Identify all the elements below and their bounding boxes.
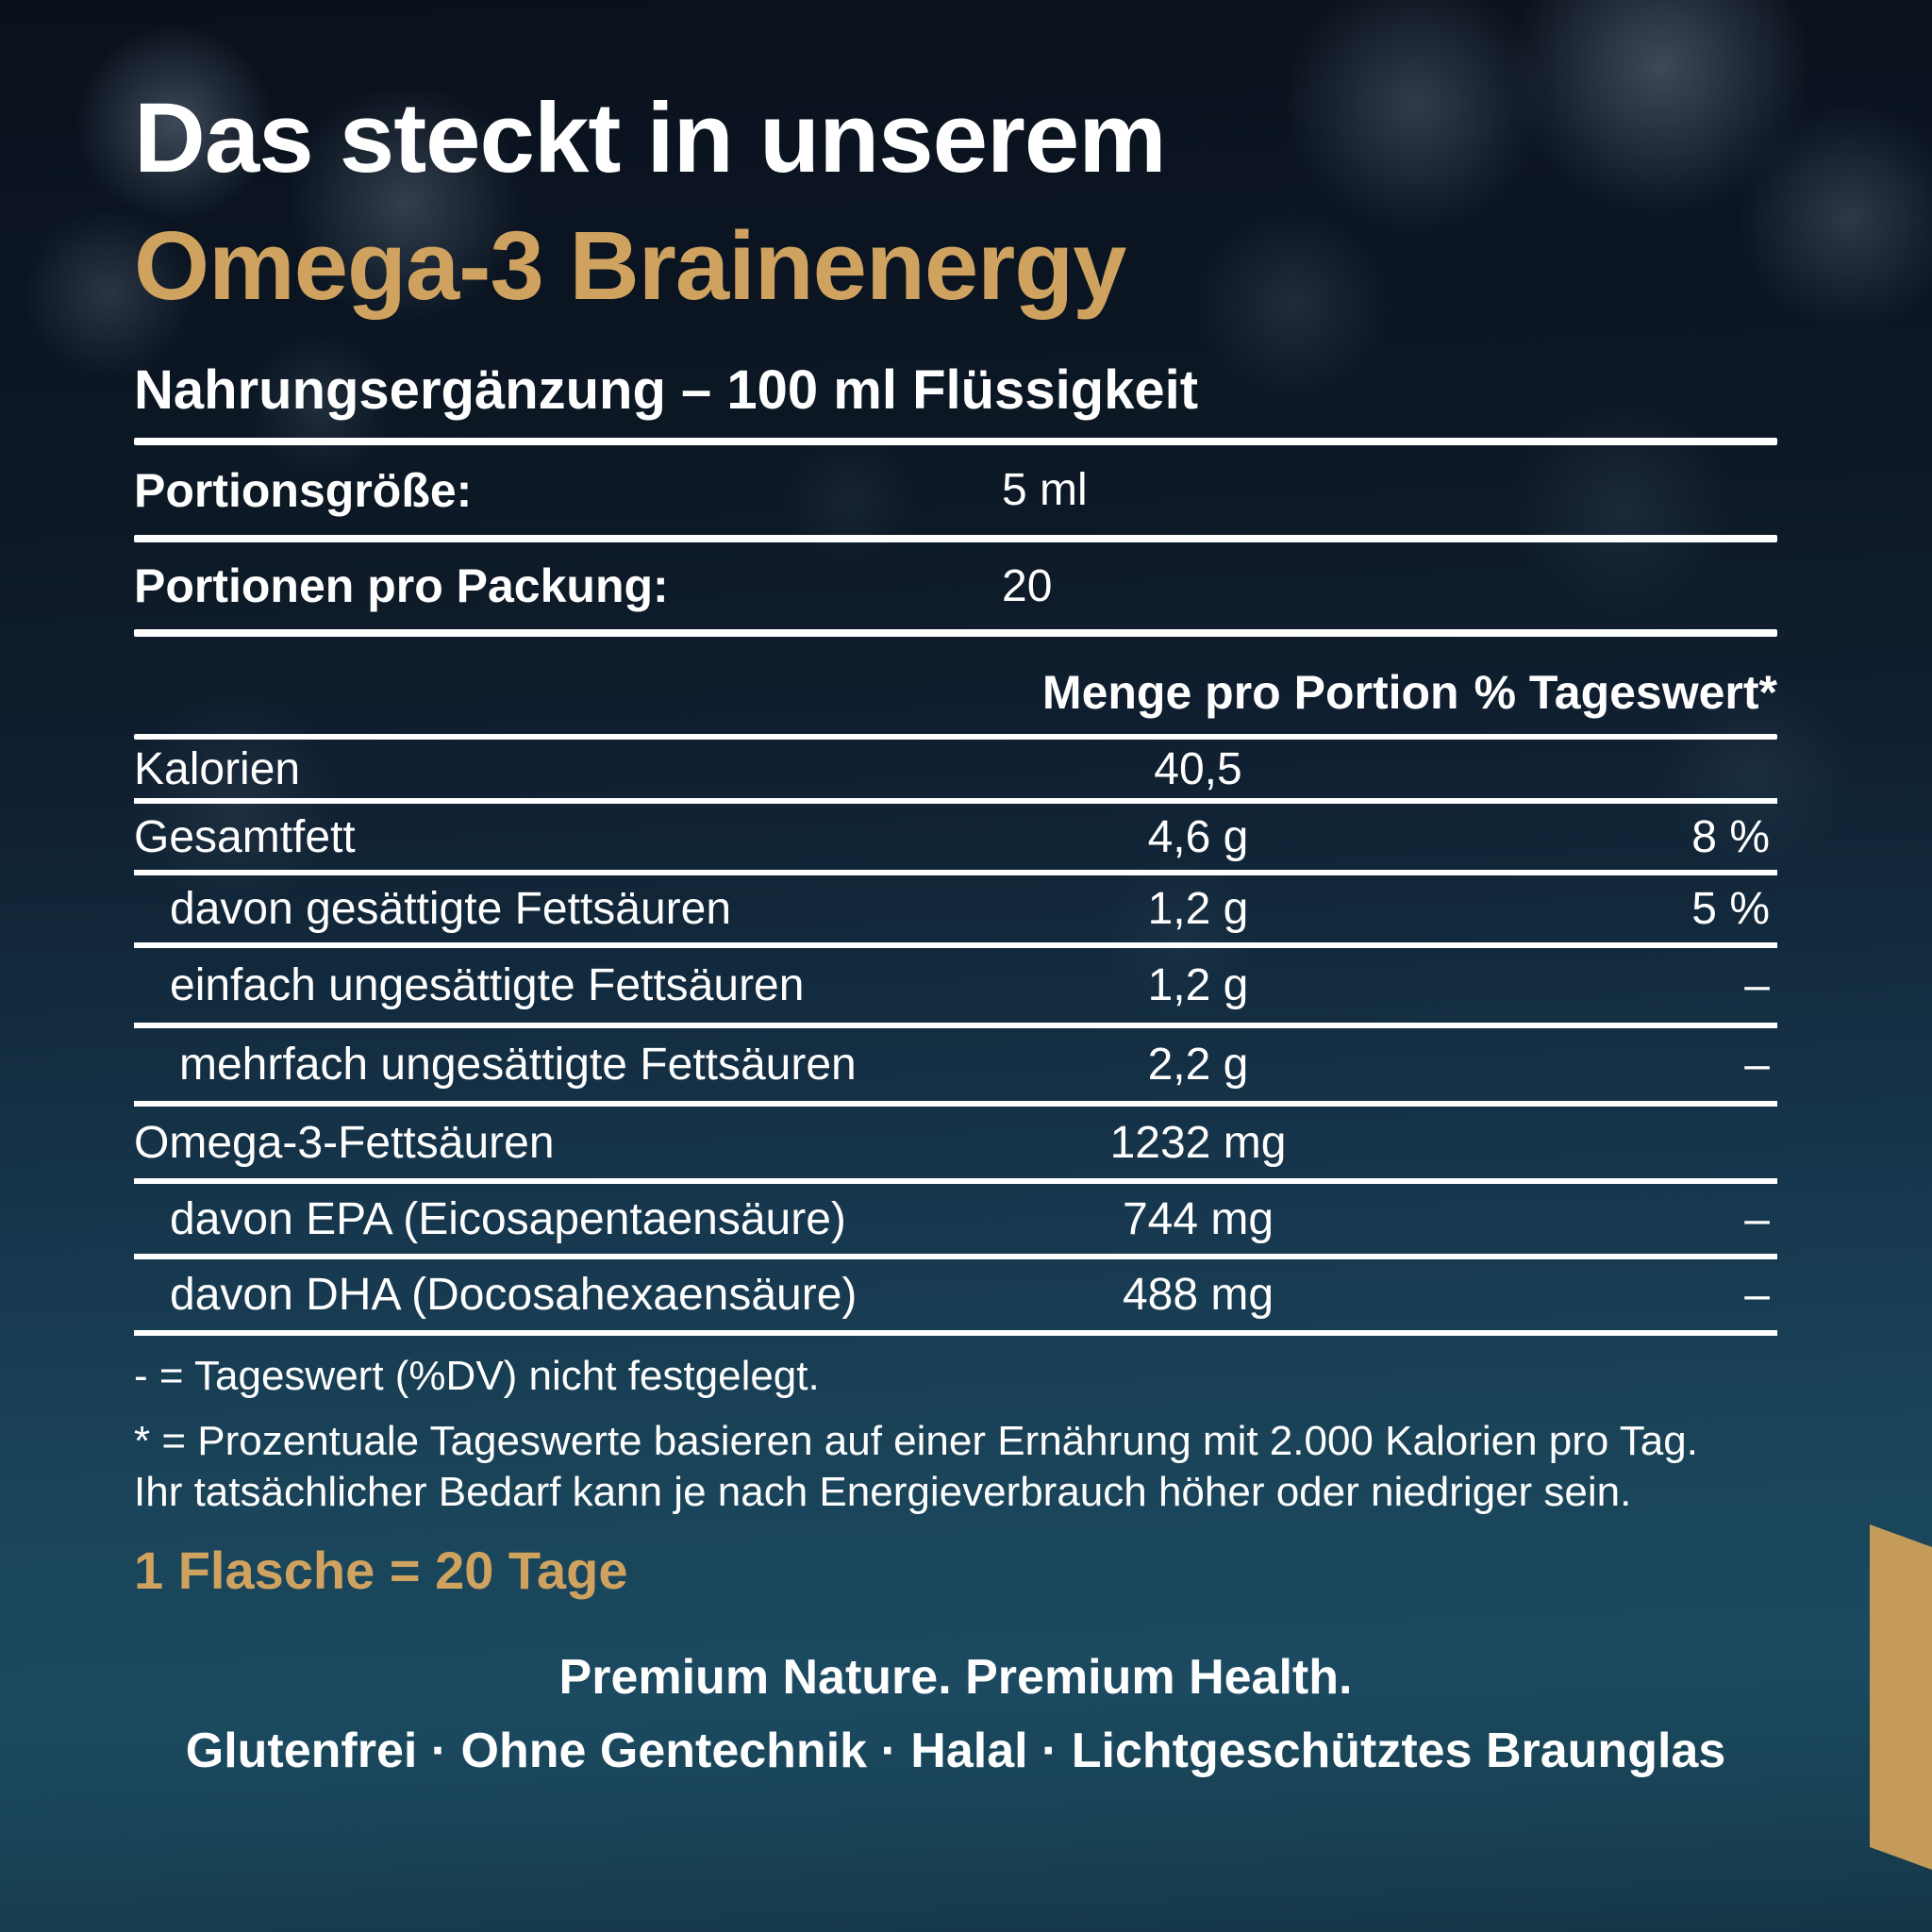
gold-corner-shape <box>1870 1524 1932 1892</box>
amount-value: 4,6 g <box>1147 811 1249 862</box>
divider <box>134 535 1777 542</box>
nutrition-table: Kalorien 40,5 Gesamtfett 4,6 g 8 % davon… <box>134 740 1777 1336</box>
feature-badges: Glutenfrei · Ohne Gentechnik · Halal · L… <box>185 1724 1726 1778</box>
footnote-star-line2: Ihr tatsächlicher Bedarf kann je nach En… <box>134 1469 1632 1516</box>
divider <box>134 438 1777 445</box>
table-row-einfach-ungesaettigte: einfach ungesättigte Fettsäuren 1,2 g – <box>134 948 1777 1028</box>
nutrient-label: davon gesättigte Fettsäuren <box>170 884 732 934</box>
table-row-epa: davon EPA (Eicosapentaensäure) 744 mg – <box>134 1184 1777 1259</box>
dv-value: – <box>1744 1193 1770 1244</box>
serving-size-row: Portionsgröße: 5 ml <box>134 445 1777 535</box>
amount-value: 744 mg <box>1122 1193 1274 1244</box>
nutrient-label: Omega-3-Fettsäuren <box>134 1117 555 1168</box>
amount-value: 1,2 g <box>1147 960 1249 1010</box>
dv-value: 8 % <box>1691 811 1770 862</box>
nutrient-label: davon EPA (Eicosapentaensäure) <box>170 1193 846 1244</box>
amount-column-header: Menge pro Portion <box>1041 666 1459 719</box>
footnote-dash: - = Tageswert (%DV) nicht festgelegt. <box>134 1353 820 1399</box>
amount-value: 2,2 g <box>1147 1040 1249 1090</box>
amount-value: 1232 mg <box>1109 1117 1287 1168</box>
product-name: Omega-3 Brainenergy <box>134 211 1126 320</box>
serving-size-value: 5 ml <box>1002 465 1088 515</box>
table-row-mehrfach-ungesaettigte: mehrfach ungesättigte Fettsäuren 2,2 g – <box>134 1028 1777 1107</box>
servings-per-pack-row: Portionen pro Packung: 20 <box>134 542 1777 629</box>
table-row-gesamtfett: Gesamtfett 4,6 g 8 % <box>134 804 1777 875</box>
serving-size-label: Portionsgröße: <box>134 463 473 517</box>
nutrient-label: einfach ungesättigte Fettsäuren <box>170 960 805 1010</box>
table-row-dha: davon DHA (Docosahexaensäure) 488 mg – <box>134 1259 1777 1336</box>
subtitle: Nahrungsergänzung – 100 ml Flüssigkeit <box>134 359 1199 421</box>
divider <box>134 629 1777 637</box>
dv-value: – <box>1744 960 1770 1010</box>
footnotes: - = Tageswert (%DV) nicht festgelegt. * … <box>134 1351 1777 1519</box>
dv-value: – <box>1744 1040 1770 1090</box>
nutrient-label: mehrfach ungesättigte Fettsäuren <box>179 1040 857 1090</box>
bottle-duration-note: 1 Flasche = 20 Tage <box>134 1541 628 1600</box>
dv-value: – <box>1744 1270 1770 1320</box>
amount-value: 40,5 <box>1154 743 1242 794</box>
servings-per-pack-label: Portionen pro Packung: <box>134 559 669 612</box>
nutrient-label: davon DHA (Docosahexaensäure) <box>170 1270 858 1320</box>
page-title: Das steckt in unserem <box>134 83 1167 193</box>
servings-per-pack-value: 20 <box>1002 560 1053 611</box>
table-row-gesaettigte-fettsaeuren: davon gesättigte Fettsäuren 1,2 g 5 % <box>134 875 1777 948</box>
table-header: Menge pro Portion % Tageswert* <box>134 641 1777 731</box>
divider <box>134 734 1777 740</box>
dv-column-header: % Tageswert* <box>1474 666 1777 719</box>
table-row-kalorien: Kalorien 40,5 <box>134 740 1777 804</box>
table-row-omega3-fettsaeuren: Omega-3-Fettsäuren 1232 mg <box>134 1107 1777 1184</box>
footnote-star-line1: * = Prozentuale Tageswerte basieren auf … <box>134 1417 1698 1464</box>
amount-value: 1,2 g <box>1147 884 1249 934</box>
amount-value: 488 mg <box>1122 1270 1274 1320</box>
nutrient-label: Kalorien <box>134 743 301 794</box>
nutrient-label: Gesamtfett <box>134 811 356 862</box>
tagline: Premium Nature. Premium Health. <box>558 1650 1353 1705</box>
dv-value: 5 % <box>1691 884 1770 934</box>
